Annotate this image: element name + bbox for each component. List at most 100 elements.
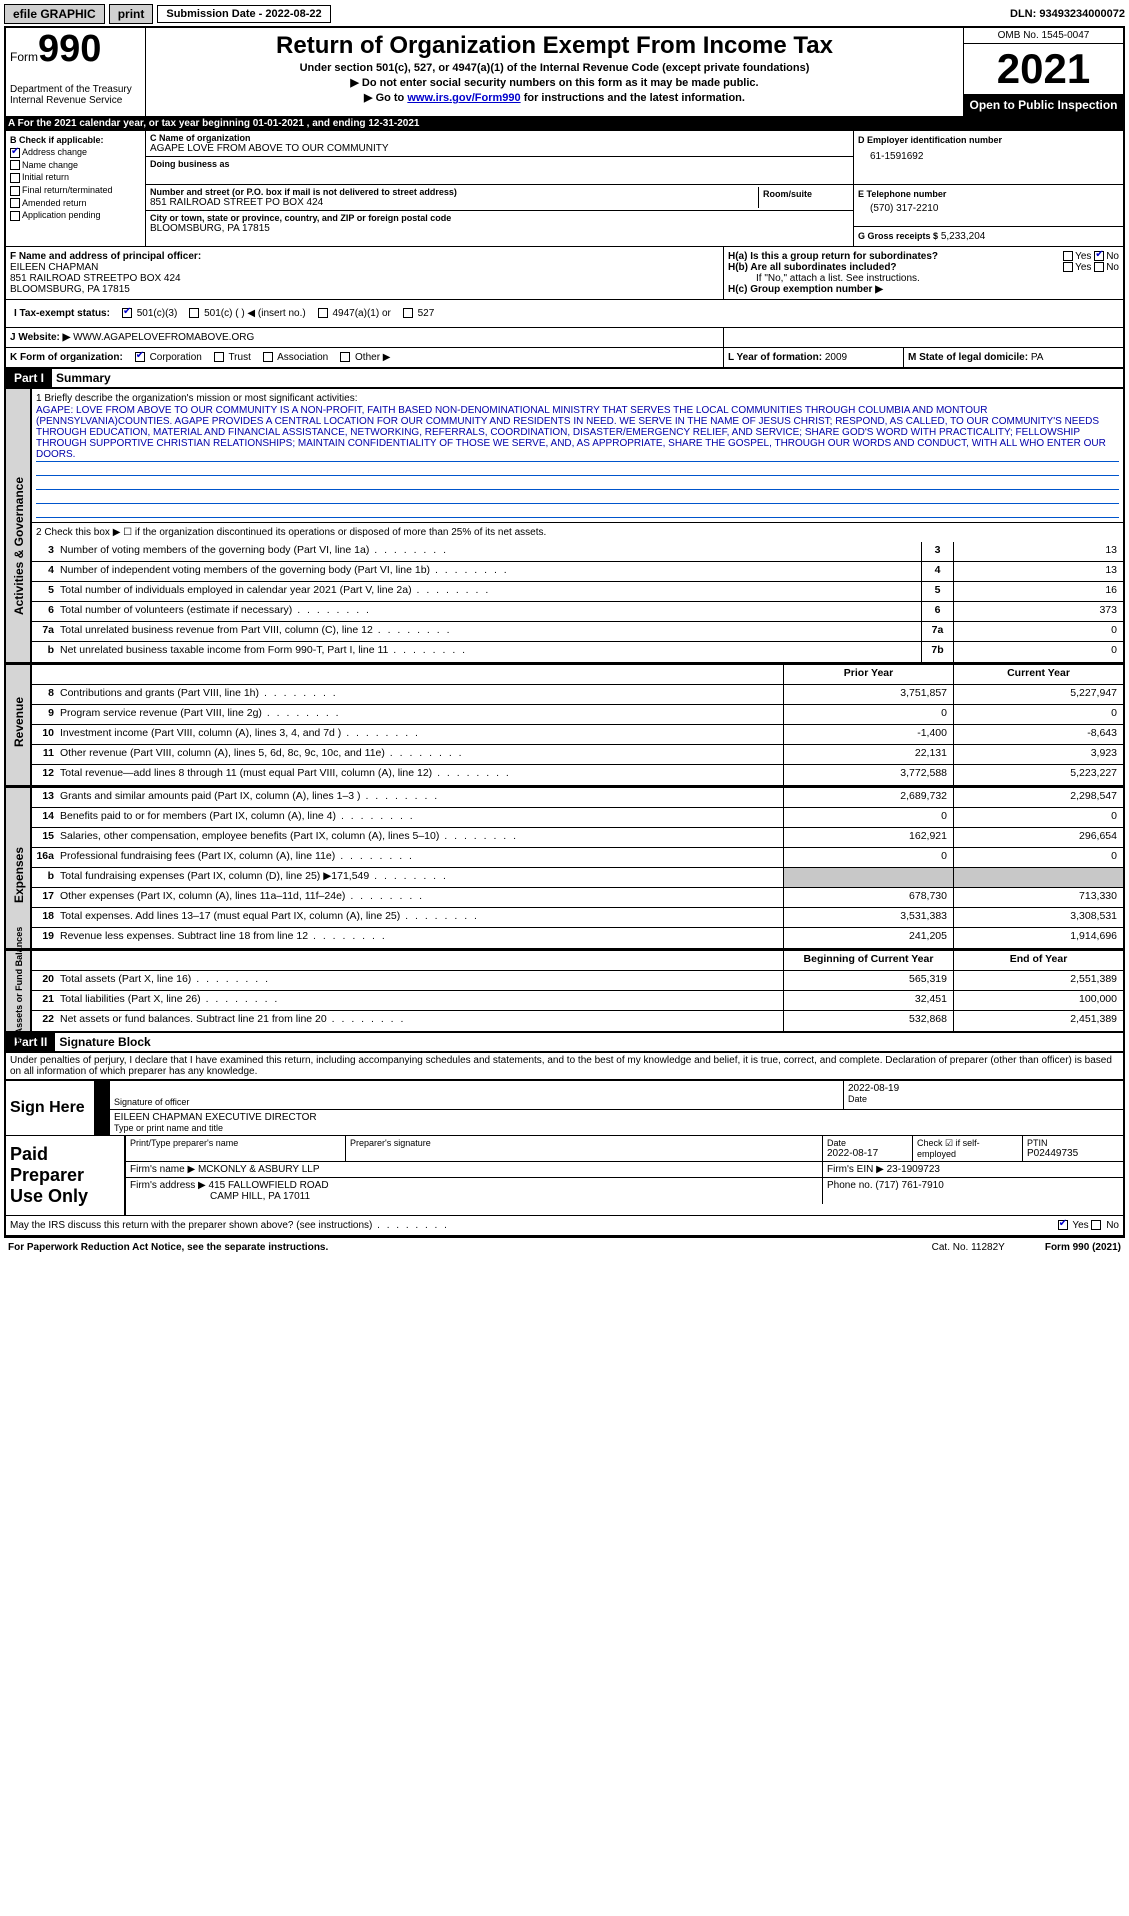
row-a-tax-year: A For the 2021 calendar year, or tax yea… — [4, 116, 1125, 131]
rev-row-12: 12Total revenue—add lines 8 through 11 (… — [32, 765, 1123, 785]
h-a: H(a) Is this a group return for subordin… — [728, 251, 1119, 262]
header-right: OMB No. 1545-0047 2021 Open to Public In… — [963, 28, 1123, 116]
net-row-22: 22Net assets or fund balances. Subtract … — [32, 1011, 1123, 1031]
gov-row-5: 5Total number of individuals employed in… — [32, 582, 1123, 602]
paperwork-notice: For Paperwork Reduction Act Notice, see … — [8, 1242, 328, 1253]
ein-label: D Employer identification number — [858, 135, 1119, 145]
gov-row-6: 6Total number of volunteers (estimate if… — [32, 602, 1123, 622]
gov-row-7a: 7aTotal unrelated business revenue from … — [32, 622, 1123, 642]
exp-row-17: 17Other expenses (Part IX, column (A), l… — [32, 888, 1123, 908]
rev-row-10: 10Investment income (Part VIII, column (… — [32, 725, 1123, 745]
h-c: H(c) Group exemption number ▶ — [728, 284, 1119, 295]
signature-section: Sign Here Signature of officer 2022-08-1… — [4, 1081, 1125, 1237]
top-bar: efile GRAPHIC print Submission Date - 20… — [4, 4, 1125, 24]
gross-label: G Gross receipts $ — [858, 231, 938, 241]
checkbox-amended-return[interactable]: Amended return — [10, 198, 141, 209]
current-year-header: Current Year — [953, 665, 1123, 684]
irs-label: Internal Revenue Service — [10, 95, 141, 106]
exp-row-b: bTotal fundraising expenses (Part IX, co… — [32, 868, 1123, 888]
row-i: I Tax-exempt status: 501(c)(3) 501(c) ( … — [10, 304, 1119, 323]
rev-row-11: 11Other revenue (Part VIII, column (A), … — [32, 745, 1123, 765]
column-d: D Employer identification number61-15916… — [853, 131, 1123, 246]
form-subtitle-3: ▶ Go to www.irs.gov/Form990 for instruct… — [150, 91, 959, 104]
exp-row-16a: 16aProfessional fundraising fees (Part I… — [32, 848, 1123, 868]
firm-ein: 23-1909723 — [887, 1164, 940, 1175]
declaration-text: Under penalties of perjury, I declare th… — [4, 1053, 1125, 1081]
paid-preparer-label: Paid Preparer Use Only — [6, 1136, 126, 1215]
mission-block: 1 Briefly describe the organization's mi… — [32, 389, 1123, 522]
form-header: Form990 Department of the Treasury Inter… — [4, 26, 1125, 116]
exp-row-15: 15Salaries, other compensation, employee… — [32, 828, 1123, 848]
vtab-net-assets: Net Assets or Fund Balances — [14, 931, 24, 1051]
efile-label: efile GRAPHIC — [4, 4, 105, 24]
website-url: WWW.AGAPELOVEFROMABOVE.ORG — [73, 332, 254, 343]
prep-name-label: Print/Type preparer's name — [130, 1138, 341, 1148]
revenue-header-row: Prior Year Current Year — [32, 665, 1123, 685]
rev-row-9: 9Program service revenue (Part VIII, lin… — [32, 705, 1123, 725]
form-label: Form — [10, 50, 38, 64]
irs-link[interactable]: www.irs.gov/Form990 — [407, 92, 520, 104]
phone-label: E Telephone number — [858, 189, 1119, 199]
c-name-label: C Name of organization — [150, 133, 849, 143]
row-j: J Website: ▶ WWW.AGAPELOVEFROMABOVE.ORG — [6, 328, 723, 347]
form-title: Return of Organization Exempt From Incom… — [150, 32, 959, 60]
exp-row-13: 13Grants and similar amounts paid (Part … — [32, 788, 1123, 808]
mission-text: AGAPE: LOVE FROM ABOVE TO OUR COMMUNITY … — [36, 404, 1119, 462]
officer-name: EILEEN CHAPMAN — [10, 262, 719, 273]
ein-value: 61-1591692 — [858, 145, 1119, 168]
firm-addr-label: Firm's address ▶ — [130, 1180, 206, 1191]
firm-phone: (717) 761-7910 — [875, 1180, 943, 1191]
form-990-page: efile GRAPHIC print Submission Date - 20… — [0, 0, 1129, 1261]
officer-addr2: BLOOMSBURG, PA 17815 — [10, 284, 719, 295]
prep-date-label: Date — [827, 1138, 908, 1148]
phone-value: (570) 317-2210 — [858, 199, 1119, 218]
room-label: Room/suite — [763, 189, 845, 199]
activities-governance-section: Activities & Governance 1 Briefly descri… — [4, 389, 1125, 664]
checkbox-initial-return[interactable]: Initial return — [10, 172, 141, 183]
street-address: 851 RAILROAD STREET PO BOX 424 — [150, 197, 758, 208]
checkbox-address-change[interactable]: Address change — [10, 147, 141, 158]
dln-label: DLN: 93493234000072 — [1010, 8, 1125, 20]
prep-date: 2022-08-17 — [827, 1148, 908, 1159]
form-subtitle-2: ▶ Do not enter social security numbers o… — [150, 76, 959, 89]
net-assets-section: Net Assets or Fund Balances Beginning of… — [4, 950, 1125, 1033]
ptin-value: P02449735 — [1027, 1148, 1119, 1159]
sig-date: 2022-08-19 — [848, 1083, 1119, 1094]
checkbox-final-return-terminated[interactable]: Final return/terminated — [10, 185, 141, 196]
firm-addr1: 415 FALLOWFIELD ROAD — [209, 1180, 329, 1191]
firm-ein-label: Firm's EIN ▶ — [827, 1164, 884, 1175]
checkbox-application-pending[interactable]: Application pending — [10, 210, 141, 221]
org-name: AGAPE LOVE FROM ABOVE TO OUR COMMUNITY — [150, 143, 849, 154]
column-f: F Name and address of principal officer:… — [6, 247, 723, 299]
net-header-row: Beginning of Current Year End of Year — [32, 951, 1123, 971]
submission-date: Submission Date - 2022-08-22 — [157, 5, 330, 23]
net-row-21: 21Total liabilities (Part X, line 26)32,… — [32, 991, 1123, 1011]
net-row-20: 20Total assets (Part X, line 16)565,3192… — [32, 971, 1123, 991]
exp-row-14: 14Benefits paid to or for members (Part … — [32, 808, 1123, 828]
part-1-header: Part I — [6, 369, 52, 387]
checkbox-name-change[interactable]: Name change — [10, 160, 141, 171]
exp-row-18: 18Total expenses. Add lines 13–17 (must … — [32, 908, 1123, 928]
may-discuss-text: May the IRS discuss this return with the… — [10, 1220, 1058, 1231]
firm-addr2: CAMP HILL, PA 17011 — [130, 1191, 310, 1202]
part-1-title: Summary — [52, 369, 1123, 387]
expenses-section: Expenses 13Grants and similar amounts pa… — [4, 787, 1125, 950]
print-button[interactable]: print — [109, 4, 154, 24]
sig-date-label: Date — [848, 1094, 1119, 1104]
prior-year-header: Prior Year — [783, 665, 953, 684]
dept-label: Department of the Treasury — [10, 84, 141, 95]
vtab-governance: Activities & Governance — [12, 446, 26, 646]
city-state-zip: BLOOMSBURG, PA 17815 — [150, 223, 849, 234]
tax-year: 2021 — [964, 44, 1123, 94]
form-subtitle-1: Under section 501(c), 527, or 4947(a)(1)… — [150, 62, 959, 74]
page-footer: For Paperwork Reduction Act Notice, see … — [4, 1237, 1125, 1257]
officer-addr1: 851 RAILROAD STREETPO BOX 424 — [10, 273, 719, 284]
firm-name: MCKONLY & ASBURY LLP — [198, 1164, 320, 1175]
form-id-footer: Form 990 (2021) — [1045, 1242, 1121, 1253]
sig-officer-label: Signature of officer — [114, 1097, 839, 1107]
column-c: C Name of organizationAGAPE LOVE FROM AB… — [146, 131, 853, 246]
b-header: B Check if applicable: — [10, 135, 141, 145]
exp-row-19: 19Revenue less expenses. Subtract line 1… — [32, 928, 1123, 948]
rev-row-8: 8Contributions and grants (Part VIII, li… — [32, 685, 1123, 705]
part-2-title: Signature Block — [55, 1033, 1123, 1051]
